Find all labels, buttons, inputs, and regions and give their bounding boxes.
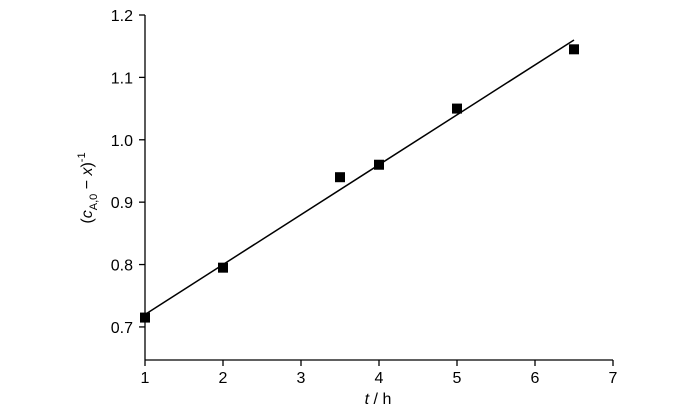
y-tick-label: 0.8: [111, 258, 133, 275]
data-point: [140, 312, 150, 323]
y-tick-label: 1.1: [111, 70, 133, 87]
y-label-part: x: [79, 167, 96, 177]
x-label-unit: / h: [369, 391, 391, 408]
x-tick-label: 4: [375, 370, 384, 387]
y-label-part: −: [79, 176, 96, 194]
data-point: [569, 44, 579, 55]
y-tick-label: 0.9: [111, 195, 133, 212]
y-label-superscript: -1: [76, 152, 88, 162]
data-point: [452, 103, 462, 114]
x-tick-label: 2: [219, 370, 228, 387]
x-tick-label: 3: [297, 370, 306, 387]
y-label-subscript: A,0: [88, 194, 100, 211]
x-label-symbol: t: [365, 391, 370, 408]
x-tick-label: 5: [453, 370, 462, 387]
y-tick-label: 1.2: [111, 8, 133, 25]
x-axis-label: t / h: [365, 391, 392, 408]
y-label-part: ): [79, 162, 96, 167]
x-tick-label: 7: [609, 370, 618, 387]
x-tick-label: 6: [531, 370, 540, 387]
data-point: [218, 262, 228, 273]
y-tick-label: 1.0: [111, 133, 133, 150]
x-tick-label: 1: [141, 370, 150, 387]
y-label-part: c: [79, 210, 96, 218]
data-point: [335, 172, 345, 183]
y-axis-label: (cA,0 − x)-1: [76, 152, 100, 223]
fit-line: [144, 39, 575, 316]
y-label-part: (: [79, 218, 96, 224]
y-tick-label: 0.7: [111, 320, 133, 337]
data-point: [374, 159, 384, 170]
